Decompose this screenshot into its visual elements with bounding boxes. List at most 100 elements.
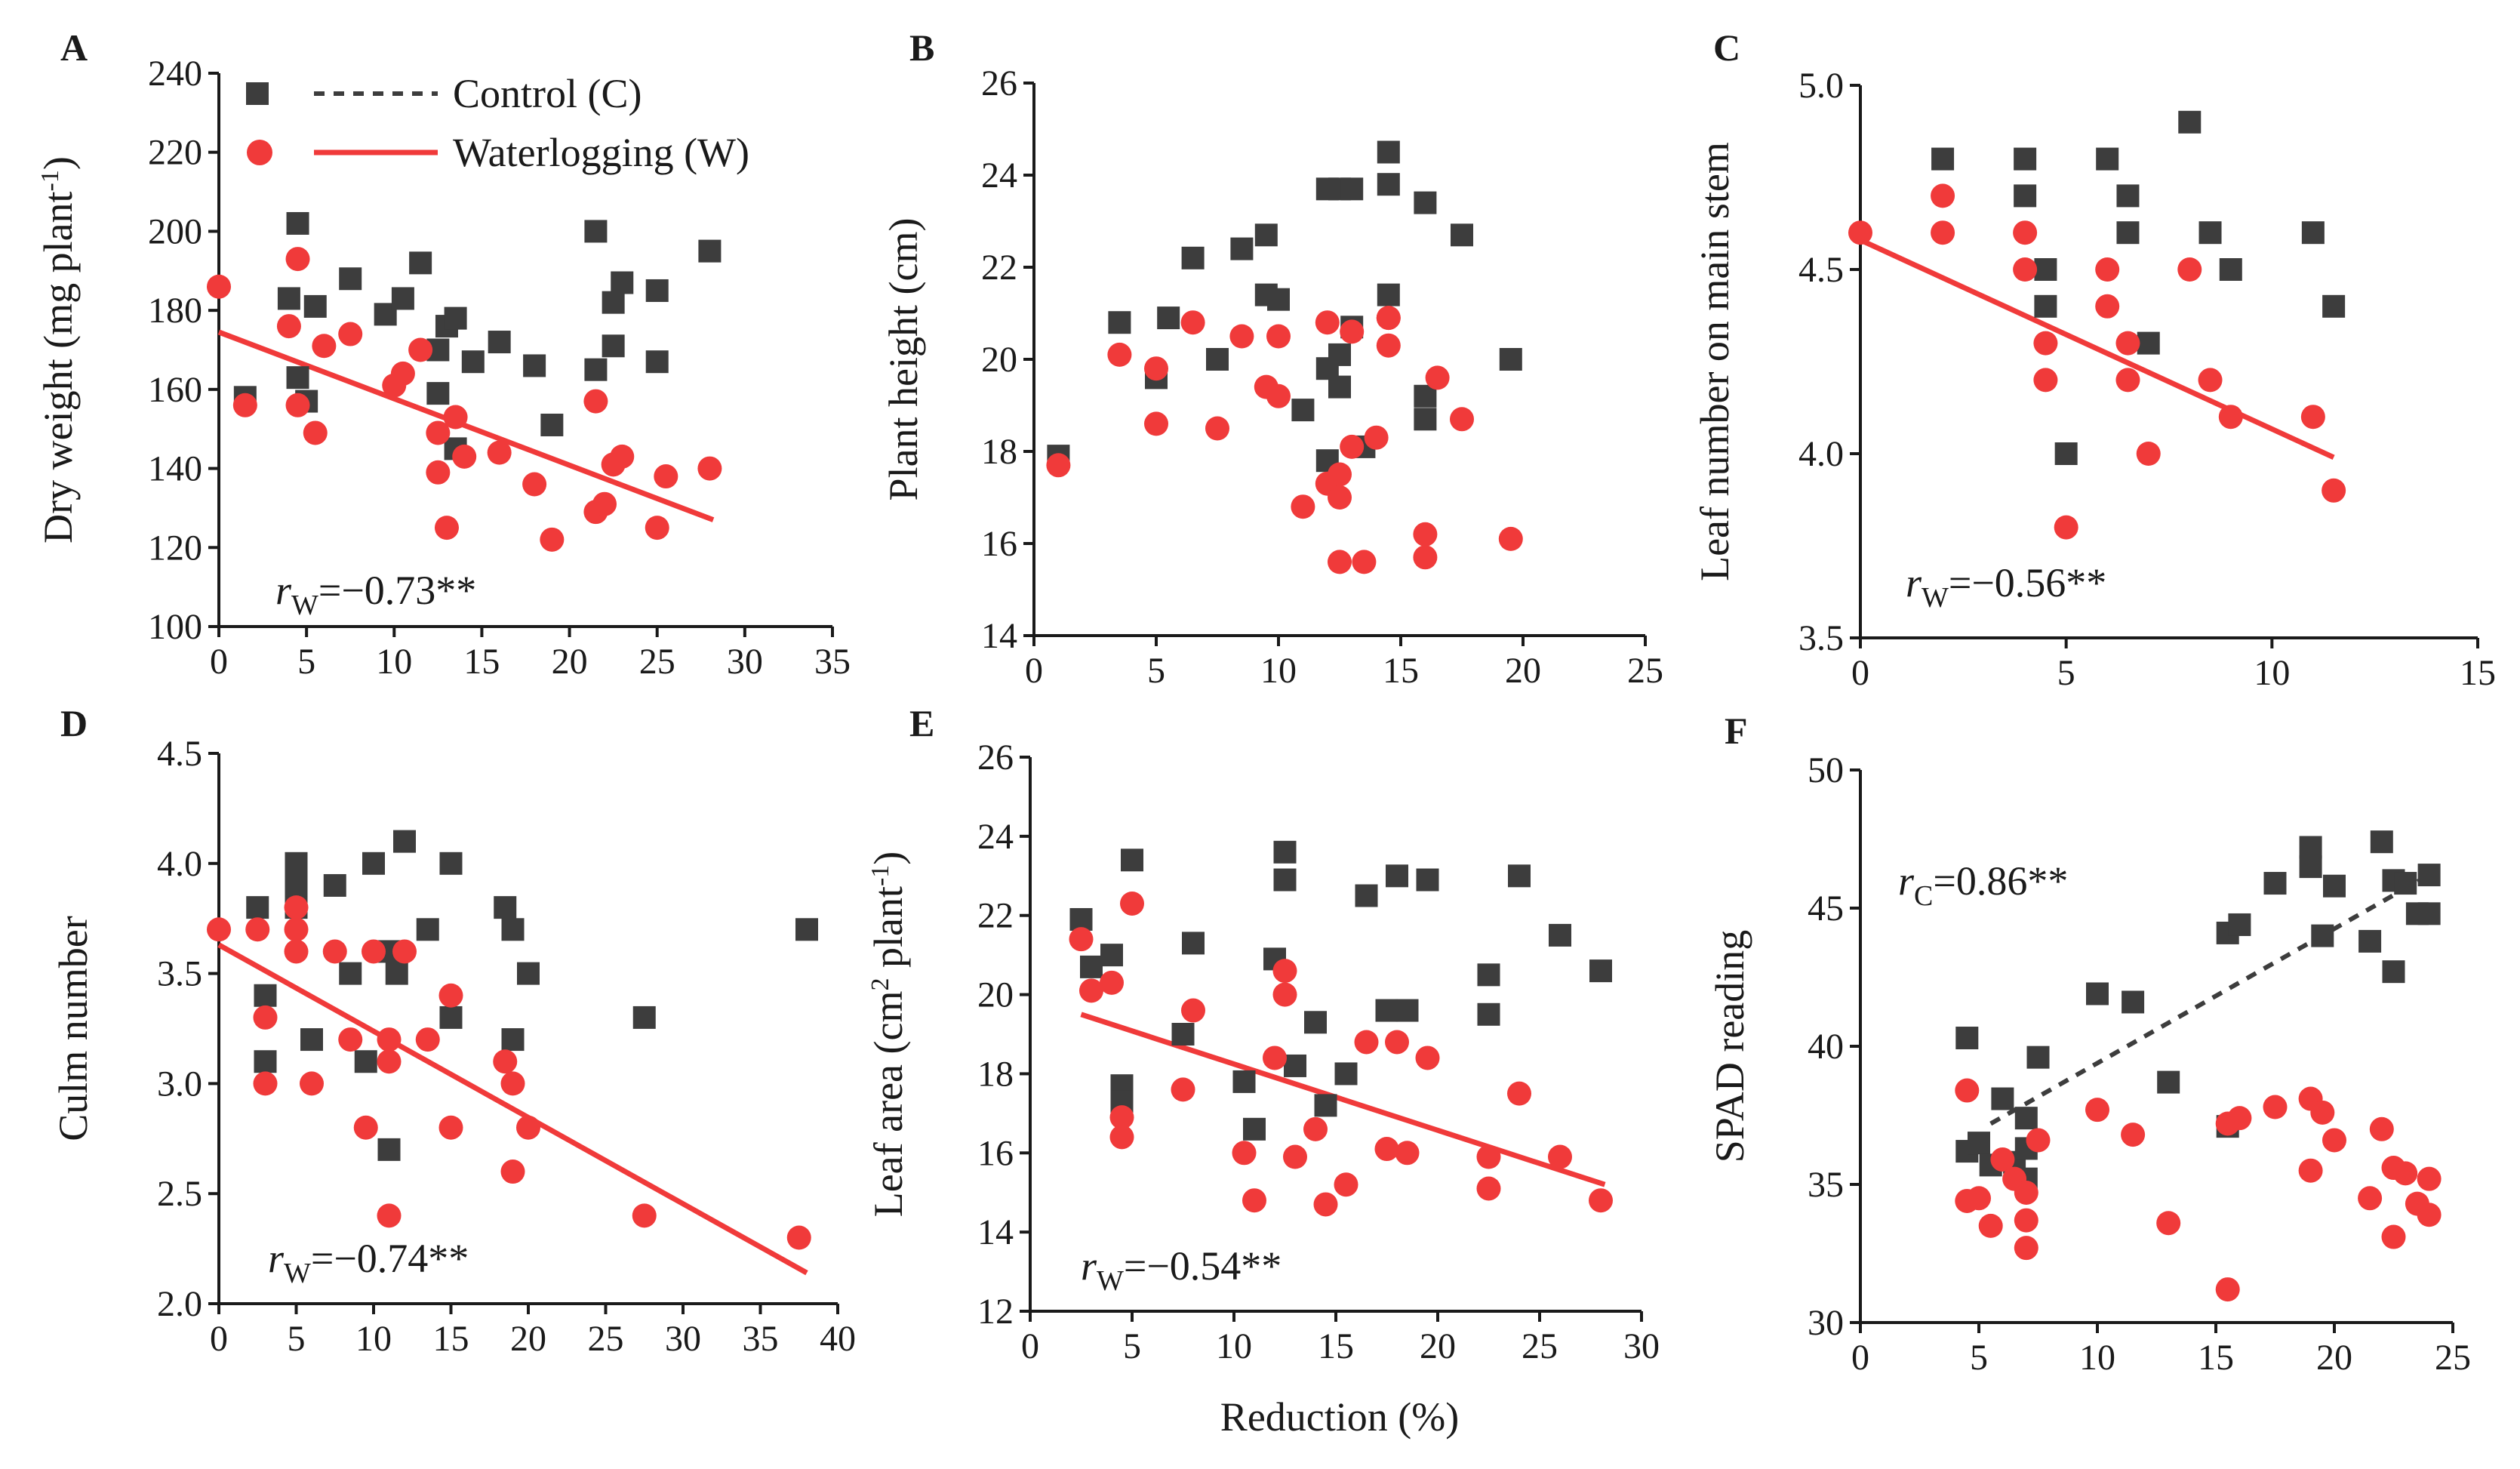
waterlogging-point [1046,453,1071,478]
waterlogging-point [1069,927,1094,952]
y-tick-label: 20 [977,975,1014,1015]
waterlogging-point [1229,324,1254,349]
waterlogging-point [1291,494,1315,519]
y-axis-title: Leaf area (cm2 plant-1) [866,852,911,1218]
y-tick-label: 22 [977,896,1014,936]
control-point [285,852,308,875]
waterlogging-point [1376,306,1401,331]
waterlogging-point [2085,1098,2109,1123]
control-point [1121,848,1143,872]
y-axis-title-part: ) [866,852,911,865]
control-point [285,873,308,897]
control-point [1304,1011,1327,1034]
panel-c: C 0 5 10 15 3.5 4.0 4.5 5.0 Leaf number on main s… [1692,26,2496,693]
waterlogging-point [654,464,678,489]
control-point [1284,1054,1306,1077]
waterlogging-point [1450,407,1474,432]
x-tick-label: 25 [588,1319,624,1359]
control-point [1499,348,1522,371]
control-point [1328,375,1351,399]
x-tick-label: 30 [1623,1326,1660,1366]
control-point [1267,288,1290,311]
x-tick-label: 0 [210,642,228,682]
control-point [277,287,300,310]
panel-letter: F [1725,710,1748,752]
waterlogging-point [592,491,617,516]
waterlogging-point [1548,1144,1572,1169]
waterlogging-point [303,420,328,445]
waterlogging-point [2298,1158,2323,1183]
waterlogging-point [1848,220,1872,245]
waterlogging-point [1328,462,1352,487]
waterlogging-point [1364,425,1389,450]
control-point [1395,999,1419,1022]
waterlogging-point [1476,1144,1501,1169]
control-point [1991,1087,2014,1110]
y-tick-label: 4.0 [1798,434,1844,474]
waterlogging-point [1181,998,1205,1023]
control-point [2219,258,2242,281]
control-point [2137,331,2160,355]
control-point [1968,1132,1990,1155]
control-point [494,896,517,919]
waterlogging-point [232,393,257,417]
y-tick-label: 240 [148,54,202,94]
y-tick-label: 200 [148,211,202,251]
x-tick-label: 0 [1021,1326,1039,1366]
y-tick-label: 26 [977,738,1014,778]
control-point [323,873,346,897]
waterlogging-point [1232,1141,1257,1166]
waterlogging-point [1266,383,1291,408]
control-point [416,918,439,941]
waterlogging-point [2393,1161,2418,1186]
control-point [523,354,546,377]
control-point [2263,872,2287,895]
waterlogging-point [2381,1224,2406,1249]
waterlogging-point [353,1115,378,1140]
panel-e: E 0 5 10 15 20 25 30 12 14 16 18 20 22 24 26 Leaf area (… [866,702,1660,1366]
control-point [2122,990,2145,1014]
waterlogging-point [2417,1166,2442,1191]
waterlogging-point [2358,1186,2383,1211]
waterlogging-point [2115,331,2140,356]
y-axis-title: SPAD reading [1707,930,1752,1163]
waterlogging-point [2322,1128,2346,1153]
x-tick-label: 10 [2254,653,2290,693]
panels-layer: A0 5 10 15 20 25 30 35100120140160180200220240D… [35,26,2496,1378]
waterlogging-point [253,1005,278,1030]
control-point [439,1006,463,1029]
legend-control-marker [246,82,269,105]
correlation-value: =−0.56** [1949,560,2106,605]
waterlogging-point [1283,1144,1307,1169]
y-tick-label: 40 [1808,1027,1844,1067]
control-point [2299,836,2322,859]
control-point [2116,221,2140,245]
waterlogging-point [1354,1030,1379,1055]
control-point [1955,1027,1979,1050]
y-tick-label: 18 [981,432,1017,472]
waterlogging-point [1109,1125,1134,1150]
control-point [501,1028,525,1052]
waterlogging-point [1328,550,1352,574]
waterlogging-point [1967,1186,1991,1211]
y-tick-label: 24 [981,156,1017,196]
panel-letter: C [1713,26,1740,69]
waterlogging-point [1476,1176,1501,1201]
x-tick-label: 10 [2079,1338,2115,1378]
control-point [461,350,485,374]
control-point [2299,855,2322,879]
waterlogging-point [426,420,451,445]
control-point [1171,1023,1195,1046]
y-tick-label: 2.5 [157,1174,202,1214]
waterlogging-point [2033,368,2058,393]
control-point [632,1006,656,1029]
waterlogging-point [245,917,270,942]
waterlogging-point [300,1071,324,1096]
control-point [393,830,416,853]
control-point [1377,283,1400,306]
waterlogging-point [500,1071,525,1096]
y-axis-title-sup: -1 [866,865,894,886]
waterlogging-point [2095,257,2120,282]
x-tick-label: 25 [2435,1338,2471,1378]
waterlogging-point [1109,1105,1134,1130]
